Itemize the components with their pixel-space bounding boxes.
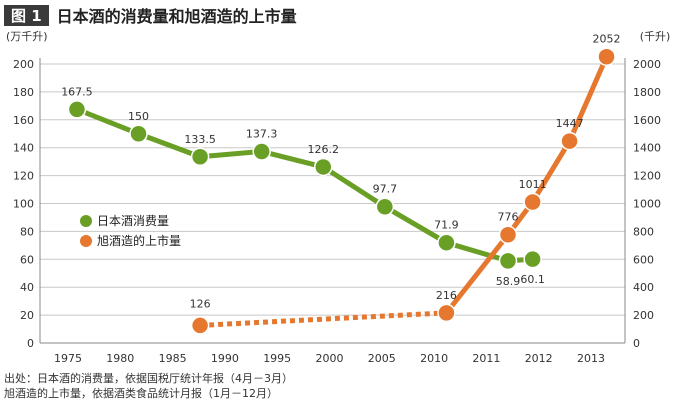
y-right-tick-label: 1600 [633,114,661,127]
y-right-tick-label: 800 [633,225,654,238]
y-right-tick-label: 400 [633,281,654,294]
y-right-tick-label: 1800 [633,86,661,99]
legend-marker [80,215,92,227]
data-point [597,47,616,66]
data-label: 1447 [556,117,584,130]
x-tick-label: 2005 [368,352,396,365]
source-note-2: 旭酒造的上市量，依据酒类食品统计月报（1月－12月） [4,387,278,400]
x-tick-label: 1980 [106,352,134,365]
x-tick-label: 2011 [472,352,500,365]
y-right-tick-label: 1000 [633,198,661,211]
data-label: 126 [190,297,211,310]
x-tick-label: 2012 [525,352,553,365]
data-label: 133.5 [184,133,216,146]
data-label: 137.3 [246,127,278,140]
data-point [523,192,542,212]
x-tick-label: 2013 [577,352,605,365]
data-point [314,157,333,177]
data-point [523,249,542,269]
figure-badge: 图 1 [4,4,49,26]
data-point [437,233,456,252]
data-label: 216 [436,289,457,302]
data-point [498,225,518,244]
series-line-segment [530,138,573,205]
y-left-tick-label: 60 [20,253,34,266]
data-point [190,147,210,167]
data-label: 776 [498,211,519,224]
x-tick-label: 1995 [263,352,291,365]
y-right-tick-label: 1200 [633,170,661,183]
data-point [375,197,395,216]
data-label: 2052 [593,33,621,46]
data-label: 58.9 [496,275,521,288]
data-label: 150 [128,110,149,123]
data-point [437,303,456,323]
series-line-segment [136,131,203,160]
series-line-segment [197,148,265,160]
x-tick-label: 2010 [420,352,448,365]
y-right-unit: (千升) [640,30,671,43]
y-left-tick-label: 140 [13,142,34,155]
y-left-tick-label: 40 [20,281,34,294]
data-label: 126.2 [308,143,340,156]
data-label: 167.5 [61,85,93,98]
y-right-tick-label: 0 [633,337,640,350]
series-line-segment [320,164,388,210]
y-left-tick-label: 200 [13,58,34,71]
y-right-tick-label: 1400 [633,142,661,155]
data-point [498,251,518,271]
y-right-tick-label: 600 [633,253,654,266]
series-line-segment [382,204,449,246]
x-tick-label: 1975 [54,352,82,365]
chart-title: 日本酒的消费量和旭酒造的上市量 [56,7,297,26]
data-point [67,100,87,119]
data-point [129,124,148,143]
legend-marker [80,235,92,247]
figure-header: 图 1 日本酒的消费量和旭酒造的上市量 [4,3,297,27]
series-line-segment [74,106,142,137]
y-right-tick-label: 2000 [633,58,661,71]
x-tick-label: 1985 [159,352,187,365]
data-label: 1011 [519,178,547,191]
data-point [560,131,579,151]
y-left-unit: (万千升) [6,30,48,43]
x-tick-label: 2000 [316,352,344,365]
data-label: 71.9 [434,219,459,232]
data-point [190,316,210,335]
series-line-segment [443,240,511,264]
x-tick-label: 1990 [211,352,239,365]
data-label: 60.1 [520,273,545,286]
data-label: 97.7 [373,183,398,196]
legend-label: 旭酒造的上市量 [97,233,181,248]
y-left-tick-label: 180 [13,86,34,99]
y-left-tick-label: 80 [20,225,34,238]
source-note-1: 出处：日本酒的消费量，依据国税厅统计年报（4月－3月） [4,372,293,385]
legend-label: 日本酒消费量 [97,214,169,228]
y-left-tick-label: 100 [13,198,34,211]
y-left-tick-label: 160 [13,114,34,127]
series-line-segment [259,148,326,170]
data-point [252,142,271,161]
y-left-tick-label: 20 [20,309,34,322]
series-line-segment [567,54,610,144]
series-line-segment [443,232,511,316]
y-right-tick-label: 200 [633,309,654,322]
y-left-tick-label: 120 [13,170,34,183]
y-left-tick-label: 0 [27,337,34,350]
